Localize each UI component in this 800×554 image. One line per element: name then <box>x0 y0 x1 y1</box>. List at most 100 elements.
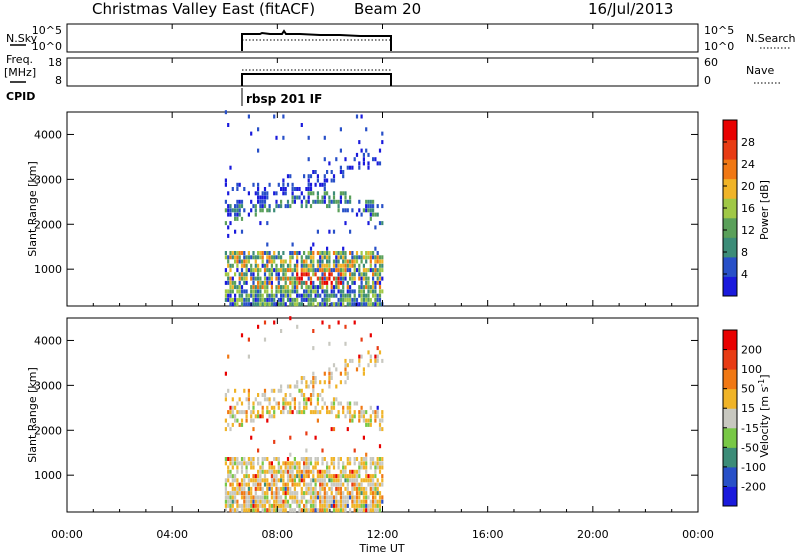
heatmap-cell <box>296 495 299 500</box>
heatmap-cell <box>247 405 250 410</box>
heatmap-cell <box>372 486 375 491</box>
colorbar-swatch <box>723 276 737 297</box>
heatmap-cell <box>245 272 248 277</box>
heatmap-cell <box>369 508 372 513</box>
heatmap-cell <box>234 212 237 217</box>
heatmap-cell <box>257 127 260 132</box>
heatmap-cell <box>270 272 273 277</box>
heatmap-cell <box>236 461 239 466</box>
heatmap-cell <box>296 276 299 281</box>
heatmap-cell <box>353 157 356 162</box>
heatmap-cell <box>268 469 271 474</box>
heatmap-cell <box>307 195 310 200</box>
heatmap-cell <box>309 251 313 255</box>
heatmap-cell <box>284 204 287 209</box>
heatmap-cell <box>252 204 255 209</box>
heatmap-cell <box>289 289 292 294</box>
heatmap-cell <box>282 499 285 504</box>
heatmap-cell <box>381 410 384 415</box>
heatmap-cell <box>369 285 372 290</box>
heatmap-cell <box>282 285 285 290</box>
colorbar-tick-label: -100 <box>741 461 766 474</box>
heatmap-cell <box>360 272 363 277</box>
heatmap-cell <box>369 491 372 496</box>
heatmap-cell <box>261 499 264 504</box>
heatmap-cell <box>323 478 326 483</box>
heatmap-cell <box>270 508 273 513</box>
heatmap-cell <box>296 384 299 389</box>
heatmap-cell <box>243 486 246 491</box>
heatmap-cell <box>243 388 246 393</box>
heatmap-cell <box>358 165 361 170</box>
heatmap-cell <box>339 195 342 200</box>
heatmap-cell <box>342 469 345 474</box>
heatmap-cell <box>296 461 299 466</box>
heatmap-cell <box>227 354 230 359</box>
heatmap-cell <box>268 182 271 187</box>
heatmap-cell <box>312 289 315 294</box>
heatmap-cell <box>259 401 262 406</box>
heatmap-cell <box>360 499 363 504</box>
heatmap-cell <box>339 457 342 461</box>
colorbar-swatch <box>723 408 737 429</box>
heatmap-cell <box>240 495 244 500</box>
heatmap-cell <box>289 452 292 457</box>
heatmap-cell <box>330 272 333 277</box>
heatmap-cell <box>355 474 359 479</box>
heatmap-cell <box>321 478 324 483</box>
heatmap-cell <box>229 491 232 496</box>
heatmap-cell <box>263 187 267 191</box>
heatmap-cell <box>351 495 354 500</box>
heatmap-cell <box>305 486 308 491</box>
heatmap-cell <box>275 191 278 196</box>
heatmap-cell <box>323 251 326 255</box>
heatmap-cell <box>362 285 365 290</box>
heatmap-cell <box>293 486 296 491</box>
heatmap-cell <box>227 293 230 298</box>
heatmap-cell <box>372 208 375 213</box>
heatmap-cell <box>273 495 276 500</box>
heatmap-cell <box>238 199 241 204</box>
heatmap-cell <box>326 469 329 474</box>
heatmap-cell <box>247 212 250 217</box>
heatmap-cell <box>367 251 370 255</box>
heatmap-cell <box>224 461 227 466</box>
heatmap-cell <box>339 280 342 285</box>
heatmap-cell <box>280 465 283 470</box>
heatmap-cell <box>270 255 273 260</box>
heatmap-cell <box>224 221 227 226</box>
heatmap-cell <box>353 272 356 277</box>
heatmap-cell <box>261 410 264 415</box>
heatmap-cell <box>236 499 239 504</box>
heatmap-cell <box>280 384 283 389</box>
heatmap-cell <box>328 469 331 474</box>
heatmap-cell <box>224 397 227 402</box>
heatmap-cell <box>369 263 372 268</box>
heatmap-cell <box>381 276 384 281</box>
heatmap-cell <box>284 491 287 496</box>
heatmap-cell <box>328 263 331 268</box>
heatmap-cell <box>360 285 363 290</box>
heatmap-cell <box>312 495 315 500</box>
heatmap-cell <box>259 465 262 470</box>
heatmap-cell <box>351 414 354 419</box>
heatmap-cell <box>227 276 230 281</box>
heatmap-cell <box>339 191 342 196</box>
heatmap-cell <box>346 478 349 483</box>
heatmap-cell <box>381 457 384 461</box>
heatmap-cell <box>266 285 269 290</box>
heatmap-cell <box>268 280 271 285</box>
heatmap-cell <box>273 439 276 444</box>
heatmap-cell <box>323 495 326 500</box>
heatmap-cell <box>346 363 349 368</box>
heatmap-cell <box>257 293 260 298</box>
heatmap-cell <box>291 187 294 191</box>
heatmap-cell <box>369 358 372 363</box>
heatmap-cell <box>305 297 308 302</box>
heatmap-cell <box>238 461 241 466</box>
heatmap-cell <box>344 268 347 273</box>
heatmap-cell <box>367 418 370 423</box>
heatmap-cell <box>337 414 340 419</box>
colorbar-tick-label: -15 <box>741 422 759 435</box>
heatmap-cell <box>289 174 292 179</box>
